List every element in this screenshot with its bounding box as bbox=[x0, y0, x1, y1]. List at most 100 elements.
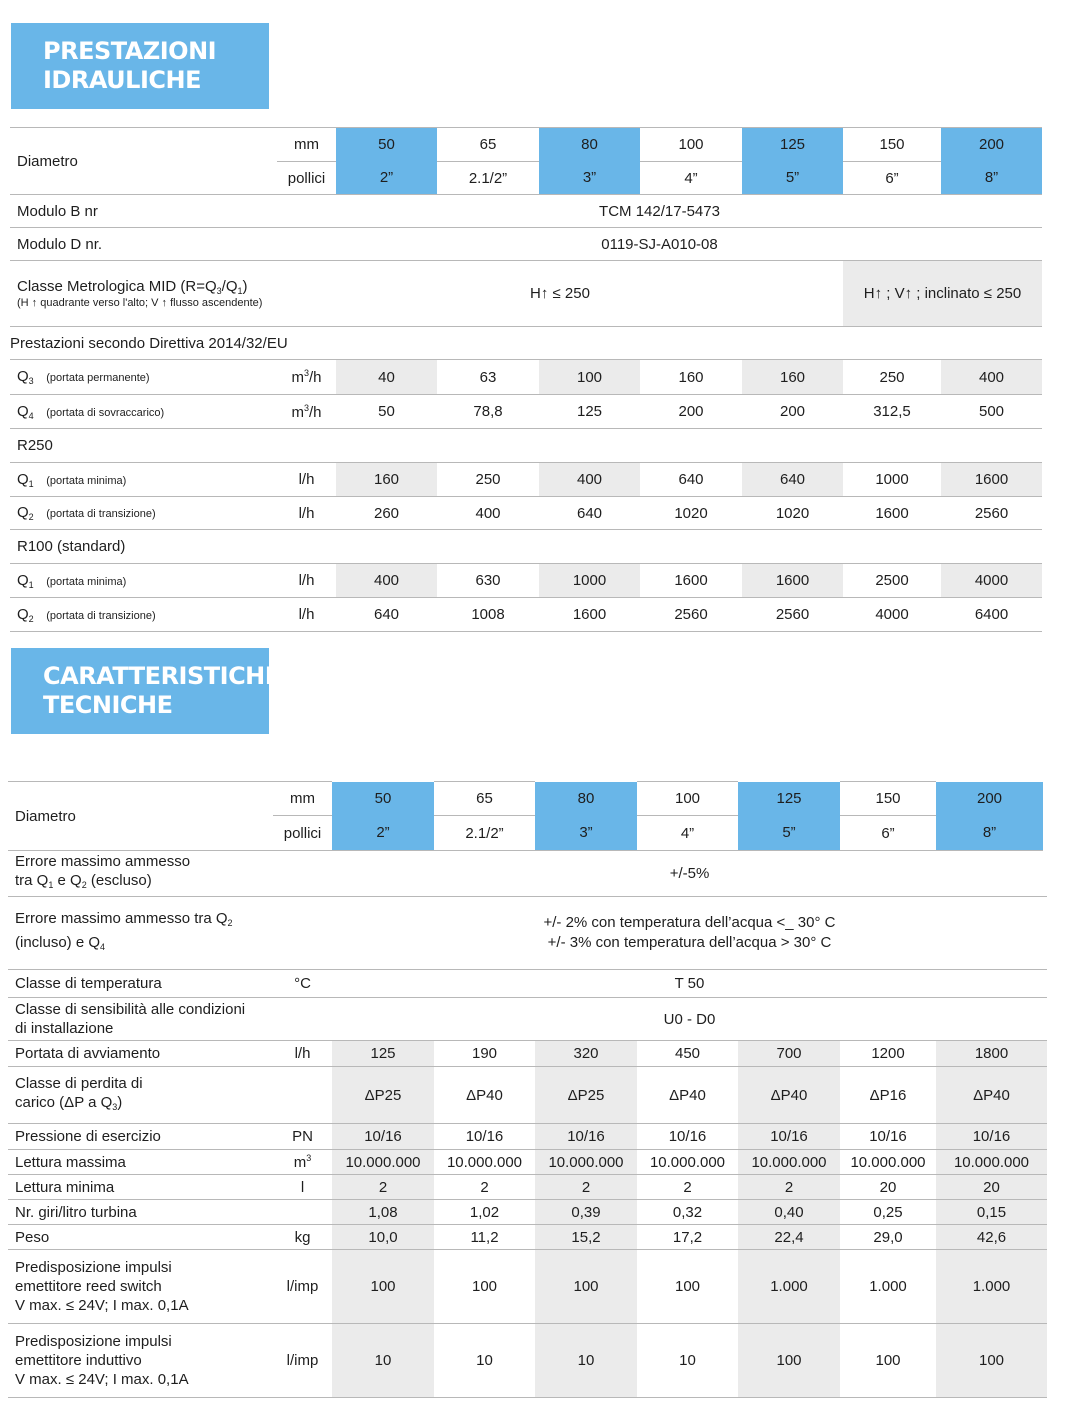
value-cell: 50 bbox=[336, 394, 437, 429]
r100-q1-unit: l/h bbox=[277, 563, 336, 598]
q4-unit: m3/h bbox=[277, 394, 336, 429]
dn-cell: 200 bbox=[941, 127, 1042, 162]
r250-q1-unit: l/h bbox=[277, 462, 336, 497]
value-cell: 10/16 bbox=[332, 1123, 434, 1150]
modulo-d-label: Modulo D nr. bbox=[10, 227, 277, 261]
label-text: Predisposizione impulsi bbox=[15, 1333, 172, 1350]
label-text: Predisposizione impulsi bbox=[15, 1259, 172, 1276]
value-cell: 10/16 bbox=[936, 1123, 1047, 1150]
pollici-cell: 8” bbox=[936, 815, 1051, 851]
q4-label: Q4 (portata di sovraccarico) bbox=[10, 394, 277, 429]
q3-row: Q3 (portata permanente) m3/h 40 63 100 1… bbox=[10, 359, 1042, 395]
value-cell: 1,02 bbox=[434, 1199, 535, 1225]
unit-text: /h bbox=[309, 369, 322, 386]
q-desc: (portata di sovraccarico) bbox=[46, 406, 165, 419]
label-text: di installazione bbox=[15, 1020, 114, 1037]
perdita-carico-unit bbox=[273, 1066, 332, 1124]
classe-value-right: H↑ ; V↑ ; inclinato ≤ 250 bbox=[843, 260, 1042, 327]
label-text: e Q bbox=[53, 872, 82, 889]
value-cell: 10 bbox=[535, 1323, 637, 1398]
errore2-line: +/- 3% con temperatura dell’acqua > 30° … bbox=[547, 934, 832, 951]
value-cell: 4000 bbox=[941, 563, 1042, 598]
dn-cell: 125 bbox=[738, 781, 840, 816]
r250-q1-row: Q1 (portata minima) l/h 160 250 400 640 … bbox=[10, 462, 1042, 497]
value-cell: 700 bbox=[738, 1040, 840, 1067]
pollici-cell: 2.1/2” bbox=[434, 815, 535, 851]
modulo-d-value: 0119-SJ-A010-08 bbox=[277, 227, 1042, 261]
value-cell: ΔP40 bbox=[637, 1066, 738, 1124]
r100-q2-unit: l/h bbox=[277, 597, 336, 632]
dn-cell: 65 bbox=[437, 127, 539, 162]
errore2-label: Errore massimo ammesso tra Q2 (incluso) … bbox=[8, 896, 332, 970]
classe-sensibilita-value: U0 - D0 bbox=[332, 997, 1047, 1041]
value-cell: 0,32 bbox=[637, 1199, 738, 1225]
errore1-row: Errore massimo ammesso tra Q1 e Q2 (escl… bbox=[8, 850, 1047, 897]
r100-q2-label: Q2 (portata di transizione) bbox=[10, 597, 277, 632]
pollici-cell: 4” bbox=[637, 815, 738, 851]
subscript: 3 bbox=[28, 376, 34, 386]
value-cell: 190 bbox=[434, 1040, 535, 1067]
value-cell: 2560 bbox=[941, 496, 1042, 530]
reed-row: Predisposizione impulsi emettitore reed … bbox=[8, 1249, 1047, 1324]
value-cell: 125 bbox=[539, 394, 640, 429]
label-text: Classe di perdita di bbox=[15, 1074, 143, 1092]
value-cell: 0,25 bbox=[840, 1199, 936, 1225]
dn-cell: 65 bbox=[434, 781, 535, 816]
r250-q2-row: Q2 (portata di transizione) l/h 260 400 … bbox=[10, 496, 1042, 530]
dn-cell: 80 bbox=[539, 127, 640, 162]
diametro-mm-row-2: Diametro mm 50 65 80 100 125 150 200 bbox=[8, 781, 1051, 851]
value-cell: 2560 bbox=[742, 597, 843, 632]
value-cell: 0,15 bbox=[936, 1199, 1047, 1225]
label-text: Classe Metrologica MID (R=Q bbox=[17, 277, 217, 295]
value-cell: 1600 bbox=[941, 462, 1042, 497]
q3-unit: m3/h bbox=[277, 359, 336, 395]
value-cell: 160 bbox=[640, 359, 742, 395]
value-cell: 640 bbox=[640, 462, 742, 497]
perdita-carico-label: Classe di perdita di carico (ΔP a Q3) bbox=[8, 1066, 273, 1124]
value-cell: 1.000 bbox=[936, 1249, 1047, 1324]
value-cell: 100 bbox=[434, 1249, 535, 1324]
portata-avviamento-unit: l/h bbox=[273, 1040, 332, 1067]
value-cell: 10/16 bbox=[434, 1123, 535, 1150]
diametro-label: Diametro bbox=[8, 781, 273, 851]
value-cell: 6400 bbox=[941, 597, 1042, 632]
peso-row: Peso kg 10,0 11,2 15,2 17,2 22,4 29,0 42… bbox=[8, 1224, 1047, 1250]
q-desc: (portata di transizione) bbox=[46, 508, 156, 520]
title-line: IDRAULICHE bbox=[43, 66, 201, 94]
giri-litro-row: Nr. giri/litro turbina 1,08 1,02 0,39 0,… bbox=[8, 1199, 1047, 1225]
prestazioni-table: Diametro mm 50 65 80 100 125 150 200 pol… bbox=[10, 127, 1042, 632]
label-text: /Q bbox=[221, 277, 238, 295]
q-symbol: Q bbox=[17, 571, 29, 589]
r250-q2-unit: l/h bbox=[277, 496, 336, 530]
value-cell: ΔP40 bbox=[434, 1066, 535, 1124]
value-cell: 1200 bbox=[840, 1040, 936, 1067]
value-cell: 10 bbox=[332, 1323, 434, 1398]
q-desc: (portata permanente) bbox=[46, 372, 150, 384]
pollici-cell: 2” bbox=[332, 815, 434, 851]
value-cell: 260 bbox=[336, 496, 437, 530]
subscript: 3 bbox=[216, 285, 222, 296]
superscript: 3 bbox=[303, 402, 309, 413]
value-cell: 10 bbox=[434, 1323, 535, 1398]
value-cell: 78,8 bbox=[437, 394, 539, 429]
induttivo-row: Predisposizione impulsi emettitore indut… bbox=[8, 1323, 1047, 1398]
lettura-minima-unit: l bbox=[273, 1174, 332, 1200]
unit-text: m bbox=[291, 403, 304, 421]
errore1-label: Errore massimo ammesso tra Q1 e Q2 (escl… bbox=[8, 850, 332, 897]
value-cell: 2 bbox=[637, 1174, 738, 1200]
value-cell: ΔP25 bbox=[332, 1066, 434, 1124]
value-cell: 42,6 bbox=[936, 1224, 1047, 1250]
value-cell: 10.000.000 bbox=[936, 1149, 1047, 1175]
value-cell: 200 bbox=[742, 394, 843, 429]
q4-row: Q4 (portata di sovraccarico) m3/h 50 78,… bbox=[10, 394, 1042, 429]
value-cell: 100 bbox=[332, 1249, 434, 1324]
dn-cell: 125 bbox=[742, 127, 843, 162]
r100-q1-row: Q1 (portata minima) l/h 400 630 1000 160… bbox=[10, 563, 1042, 598]
value-cell: 450 bbox=[637, 1040, 738, 1067]
value-cell: 1600 bbox=[742, 563, 843, 598]
pollici-cell: 2.1/2” bbox=[437, 161, 539, 195]
classe-temperatura-row: Classe di temperatura °C T 50 bbox=[8, 969, 1047, 998]
label-text: carico (ΔP a Q bbox=[15, 1093, 113, 1111]
classe-metrologica-label: Classe Metrologica MID (R=Q3/Q1) (H ↑ qu… bbox=[10, 260, 277, 327]
label-text: emettitore reed switch bbox=[15, 1278, 162, 1295]
